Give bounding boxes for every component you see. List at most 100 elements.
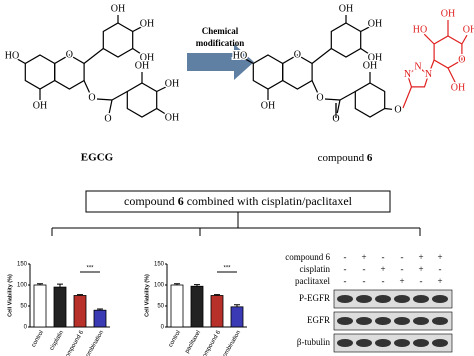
- blot-band: [432, 339, 448, 347]
- bar: [53, 286, 67, 328]
- triazole: [406, 66, 430, 88]
- condition-sign: -: [344, 276, 347, 286]
- bond: [156, 107, 168, 116]
- y-tick-label: 50: [20, 304, 27, 310]
- bar: [73, 295, 87, 328]
- bond: [83, 48, 104, 64]
- condition-sign: +: [437, 276, 442, 286]
- condition-sign: +: [361, 252, 366, 262]
- bond: [423, 33, 435, 45]
- blot-strip: [333, 289, 453, 309]
- bar: [33, 284, 47, 328]
- condition-label: compound 6: [285, 252, 330, 262]
- condition-sign: +: [418, 252, 423, 262]
- blot-band: [337, 317, 353, 325]
- x-tick-label: combination: [221, 330, 242, 356]
- blot-band: [356, 317, 372, 325]
- atom-label: OH: [368, 18, 382, 29]
- atom-label: OH: [140, 52, 154, 63]
- annotation: ***: [86, 266, 94, 272]
- blot-band: [413, 339, 429, 347]
- bond: [156, 86, 167, 93]
- error-bar: [194, 284, 200, 287]
- blot-band: [413, 317, 429, 325]
- atom-label: OH: [165, 78, 179, 89]
- condition-sign: -: [401, 264, 404, 274]
- atom-label: OH: [135, 60, 149, 71]
- egcg-label: EGCG: [81, 152, 114, 164]
- bond: [108, 99, 113, 114]
- blot-band: [375, 339, 391, 347]
- atom-label: O: [332, 113, 339, 124]
- bond: [339, 90, 356, 101]
- error-bar: [174, 283, 180, 285]
- bond: [427, 59, 435, 75]
- atom-label: OH: [441, 8, 455, 19]
- combination-title: compound 6 combined with cisplatin/pacli…: [124, 194, 353, 208]
- bond: [324, 98, 341, 101]
- atom-label: O: [88, 92, 95, 103]
- atom-label: HO: [233, 50, 247, 61]
- bond: [461, 34, 468, 45]
- blot-band: [375, 295, 391, 303]
- bond: [360, 48, 371, 56]
- error-bar: [234, 304, 240, 307]
- y-tick-label: 0: [161, 325, 165, 331]
- bar: [170, 284, 184, 328]
- atom-label: OH: [261, 100, 275, 111]
- annotation: ***: [223, 266, 231, 272]
- condition-sign: -: [363, 264, 366, 274]
- atom-label: OH: [368, 52, 382, 63]
- condition-sign: +: [399, 276, 404, 286]
- blot-band: [432, 317, 448, 325]
- y-tick-label: 100: [17, 283, 28, 289]
- bond: [16, 58, 26, 65]
- blot-band: [375, 317, 391, 325]
- x-tick-label: combination: [84, 330, 105, 356]
- blot-band: [337, 295, 353, 303]
- y-tick-label: 150: [154, 262, 165, 268]
- ring: [252, 54, 284, 90]
- atom-label: N: [414, 61, 421, 72]
- condition-sign: -: [382, 252, 385, 262]
- condition-label: paclitaxel: [295, 276, 330, 286]
- title-number: 6: [178, 194, 184, 208]
- condition-sign: -: [344, 252, 347, 262]
- x-tick-label: paclitaxel: [184, 330, 202, 355]
- title-after: combined with cisplatin/paclitaxel: [187, 194, 353, 208]
- error-bar: [37, 283, 43, 285]
- atom-label: OH: [165, 112, 179, 123]
- atom-label: HO: [5, 50, 19, 61]
- atom-label: N: [425, 69, 432, 80]
- blot-band: [356, 339, 372, 347]
- x-tick-label: compound 6: [63, 329, 85, 356]
- x-tick-label: control: [168, 330, 182, 349]
- bar: [210, 295, 224, 328]
- atom-label: O: [104, 113, 111, 124]
- error-bar: [77, 294, 83, 296]
- ring: [354, 82, 386, 118]
- band-label: β-tubulin: [297, 337, 331, 347]
- bar: [190, 285, 204, 328]
- blot-strip: [333, 311, 453, 331]
- tree-lines: [51, 212, 421, 236]
- atom-label: O: [294, 49, 301, 60]
- error-bar: [214, 294, 220, 296]
- condition-sign: -: [382, 276, 385, 286]
- reaction-arrow: [187, 44, 254, 80]
- error-bar: [57, 283, 63, 288]
- atom-label: OH: [451, 82, 465, 93]
- bond: [311, 80, 319, 93]
- condition-sign: -: [420, 276, 423, 286]
- bar: [93, 309, 107, 328]
- ring: [126, 82, 158, 118]
- atom-label: OH: [463, 24, 474, 35]
- title-before: compound: [124, 194, 175, 208]
- compound-label: compound 6: [318, 152, 373, 164]
- y-tick-label: 50: [157, 304, 164, 310]
- atom-label: N: [404, 69, 411, 80]
- arrow-label: Chemical: [202, 26, 239, 36]
- blot-band: [356, 295, 372, 303]
- bond: [83, 80, 91, 93]
- x-tick-label: compound 6: [200, 329, 222, 356]
